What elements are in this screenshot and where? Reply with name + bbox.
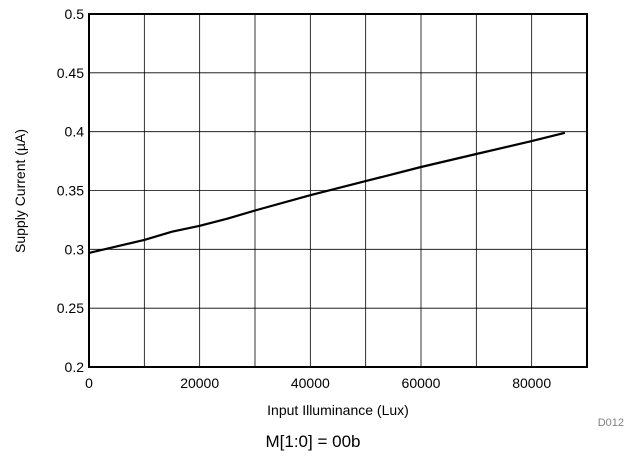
- grid: [89, 14, 587, 367]
- y-tick-label: 0.35: [57, 183, 84, 199]
- series-layer: [88, 131, 566, 254]
- x-tick-labels: 0 20000 40000 60000 80000: [85, 375, 551, 391]
- configuration-caption: M[1:0] = 00b: [266, 432, 361, 451]
- x-tick-label: 20000: [180, 375, 219, 391]
- figure-code: D012: [598, 417, 624, 429]
- x-tick-label: 60000: [402, 375, 441, 391]
- y-tick-labels: 0.2 0.25 0.3 0.35 0.4 0.45 0.5: [57, 6, 84, 375]
- x-axis-title: Input Illuminance (Lux): [267, 402, 409, 418]
- y-tick-label: 0.45: [57, 65, 84, 81]
- y-tick-label: 0.2: [65, 359, 85, 375]
- x-tick-label: 80000: [512, 375, 551, 391]
- x-tick-label: 40000: [291, 375, 330, 391]
- y-tick-label: 0.4: [65, 124, 85, 140]
- series-line: [88, 131, 566, 254]
- x-tick-label: 0: [85, 375, 93, 391]
- y-tick-label: 0.25: [57, 300, 84, 316]
- y-tick-label: 0.5: [65, 6, 85, 22]
- y-axis-title: Supply Current (µA): [12, 129, 28, 253]
- y-tick-label: 0.3: [65, 241, 85, 257]
- plot-frame: [88, 13, 588, 368]
